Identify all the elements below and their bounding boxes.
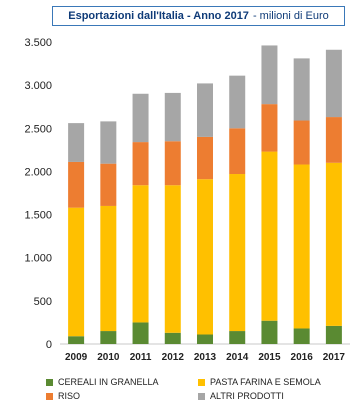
x-tick-label: 2017 [323, 352, 346, 363]
y-tick-label: 1.000 [24, 253, 52, 265]
y-tick-label: 1.500 [24, 210, 52, 222]
chart-title-box: Esportazioni dall'Italia - Anno 2017 - m… [52, 6, 345, 26]
bar-segment-2013-3 [197, 83, 213, 137]
bar-segment-2017-1 [325, 162, 342, 326]
bar-segment-2015-2 [261, 104, 278, 152]
legend-label: ALTRI PRODOTTI [210, 391, 284, 401]
y-tick-label: 500 [34, 296, 52, 308]
bar-segment-2011-1 [132, 185, 149, 323]
legend-item: CEREALI IN GRANELLA [46, 377, 159, 387]
bar-segment-2011-0 [132, 322, 149, 344]
bar-segment-2014-2 [229, 128, 246, 175]
y-tick-label: 3.500 [24, 37, 52, 49]
bar-segment-2014-0 [229, 331, 246, 344]
bar-segment-2015-1 [261, 151, 278, 321]
bar-segment-2017-3 [325, 49, 342, 118]
legend-label: CEREALI IN GRANELLA [58, 377, 159, 387]
y-tick-label: 2.000 [24, 166, 52, 178]
bar-segment-2011-2 [132, 142, 149, 186]
stacked-bar-chart: 0 500 1.000 1.500 2.000 2.500 3.000 3.500 2009 20… [24, 37, 350, 363]
bar-segment-2016-0 [293, 328, 310, 344]
bar-segment-2012-2 [164, 141, 181, 186]
y-tick-label: 0 [46, 339, 52, 351]
bar-segment-2016-3 [293, 58, 310, 121]
bar-segment-2017-0 [325, 325, 342, 344]
x-tick-label: 2012 [162, 352, 185, 363]
bar-segment-2016-2 [293, 120, 310, 165]
bar-segment-2012-0 [164, 332, 181, 344]
x-tick-label: 2011 [130, 352, 152, 363]
x-tick-label: 2010 [97, 352, 120, 363]
bar-segment-2010-1 [100, 205, 117, 332]
bar-segment-2014-1 [229, 174, 246, 332]
bar-segment-2010-0 [100, 331, 117, 344]
bar-segment-2009-3 [68, 123, 85, 162]
x-tick-label: 2013 [194, 352, 217, 363]
legend-swatch [198, 392, 205, 400]
bar-segment-2011-3 [132, 93, 149, 143]
bar-segment-2009-1 [68, 207, 85, 337]
x-tick-label: 2014 [226, 352, 249, 363]
legend-item: RISO [46, 391, 80, 401]
chart-subtitle: - milioni di Euro [252, 10, 329, 22]
chart-title: Esportazioni dall'Italia - Anno 2017 [68, 10, 249, 22]
y-tick-label: 2.500 [24, 123, 52, 135]
legend-item: PASTA FARINA E SEMOLA [198, 377, 321, 387]
legend-label: PASTA FARINA E SEMOLA [210, 377, 321, 387]
bar-segment-2009-2 [68, 161, 85, 208]
chart-legend: CEREALI IN GRANELLA PASTA FARINA E SEMOLA… [40, 375, 350, 401]
bar-segment-2010-2 [100, 163, 117, 206]
bar-segment-2015-0 [261, 320, 278, 344]
bar-segment-2013-0 [197, 334, 213, 344]
bar-segment-2015-3 [261, 45, 278, 105]
legend-label: RISO [58, 391, 81, 401]
bar-segment-2014-3 [229, 75, 246, 129]
bar-segment-2012-1 [164, 185, 181, 333]
x-tick-label: 2016 [291, 352, 314, 363]
bar-segment-2013-2 [197, 136, 213, 180]
bar-segment-2017-2 [325, 117, 342, 163]
bar-segment-2009-0 [68, 336, 85, 344]
legend-swatch [198, 378, 205, 386]
y-tick-label: 3.000 [24, 80, 52, 92]
bar-segment-2016-1 [293, 164, 310, 329]
x-tick-label: 2015 [258, 352, 281, 363]
legend-swatch [46, 378, 53, 386]
bar-segment-2010-3 [100, 121, 117, 164]
legend-item: ALTRI PRODOTTI [198, 391, 284, 401]
bar-segment-2013-1 [197, 179, 213, 335]
x-tick-label: 2009 [65, 352, 88, 363]
legend-swatch [46, 392, 53, 400]
bar-segment-2012-3 [164, 92, 181, 142]
